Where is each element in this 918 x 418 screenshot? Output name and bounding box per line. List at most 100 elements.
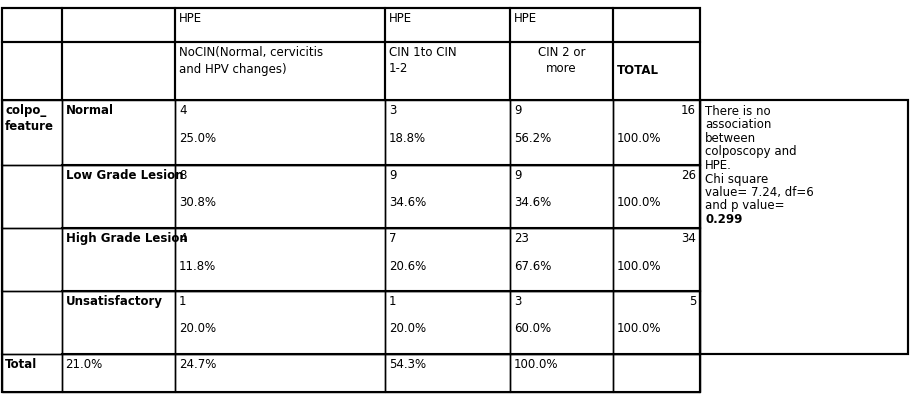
Text: Unsatisfactory: Unsatisfactory: [66, 295, 163, 308]
Text: 100.0%: 100.0%: [617, 133, 662, 145]
Bar: [613, 8, 700, 42]
Bar: [510, 165, 613, 228]
Text: Chi square: Chi square: [705, 173, 768, 186]
Bar: [700, 100, 908, 354]
Bar: [175, 165, 385, 228]
Bar: [613, 42, 700, 100]
Text: HPE.: HPE.: [705, 159, 732, 172]
Bar: [700, 100, 908, 354]
Text: 8: 8: [179, 169, 186, 182]
Bar: [613, 354, 700, 392]
Text: 100.0%: 100.0%: [617, 323, 662, 336]
Text: CIN 2 or
more: CIN 2 or more: [538, 46, 586, 76]
Text: 1: 1: [179, 295, 186, 308]
Text: and p value=: and p value=: [705, 199, 785, 212]
Bar: [62, 8, 175, 42]
Text: 3: 3: [514, 295, 521, 308]
Bar: [62, 165, 175, 228]
Bar: [613, 291, 700, 354]
Bar: [510, 291, 613, 354]
Text: 20.0%: 20.0%: [389, 323, 426, 336]
Bar: [2, 100, 62, 165]
Bar: [510, 354, 613, 392]
Text: 5: 5: [688, 295, 696, 308]
Bar: [510, 228, 613, 291]
Bar: [613, 100, 700, 165]
Bar: [2, 165, 62, 228]
Bar: [2, 228, 62, 291]
Text: colposcopy and: colposcopy and: [705, 145, 797, 158]
Text: Total: Total: [5, 358, 38, 371]
Bar: [385, 8, 510, 42]
Text: Low Grade Lesion: Low Grade Lesion: [66, 169, 184, 182]
Bar: [175, 354, 385, 392]
Text: HPE: HPE: [514, 12, 537, 25]
Text: 34.6%: 34.6%: [514, 196, 551, 209]
Text: HPE: HPE: [179, 12, 202, 25]
Text: 9: 9: [514, 169, 521, 182]
Bar: [510, 100, 613, 165]
Text: colpo_
feature: colpo_ feature: [5, 104, 54, 133]
Text: 9: 9: [514, 104, 521, 117]
Bar: [613, 165, 700, 228]
Text: 26: 26: [681, 169, 696, 182]
Text: 21.0%: 21.0%: [65, 358, 102, 371]
Bar: [175, 8, 385, 42]
Bar: [385, 291, 510, 354]
Bar: [2, 42, 62, 100]
Bar: [2, 291, 62, 354]
Text: 9: 9: [389, 169, 397, 182]
Text: 34: 34: [681, 232, 696, 245]
Text: 4: 4: [179, 232, 186, 245]
Text: 1: 1: [389, 295, 397, 308]
Text: 56.2%: 56.2%: [514, 133, 551, 145]
Bar: [62, 42, 175, 100]
Text: 25.0%: 25.0%: [179, 133, 216, 145]
Bar: [510, 8, 613, 42]
Bar: [175, 291, 385, 354]
Text: 100.0%: 100.0%: [617, 260, 662, 273]
Text: CIN 1to CIN
1-2: CIN 1to CIN 1-2: [389, 46, 456, 76]
Text: association: association: [705, 118, 771, 132]
Bar: [2, 8, 62, 42]
Text: 34.6%: 34.6%: [389, 196, 426, 209]
Text: value= 7.24, df=6: value= 7.24, df=6: [705, 186, 813, 199]
Bar: [613, 228, 700, 291]
Text: 100.0%: 100.0%: [617, 196, 662, 209]
Text: 67.6%: 67.6%: [514, 260, 552, 273]
Bar: [385, 354, 510, 392]
Bar: [175, 100, 385, 165]
Bar: [385, 228, 510, 291]
Text: NoCIN(Normal, cervicitis
and HPV changes): NoCIN(Normal, cervicitis and HPV changes…: [179, 46, 323, 76]
Bar: [175, 42, 385, 100]
Text: Normal: Normal: [66, 104, 114, 117]
Text: 4: 4: [179, 104, 186, 117]
Text: 7: 7: [389, 232, 397, 245]
Text: 20.0%: 20.0%: [179, 323, 216, 336]
Text: 20.6%: 20.6%: [389, 260, 426, 273]
Text: 23: 23: [514, 232, 529, 245]
Text: 30.8%: 30.8%: [179, 196, 216, 209]
Text: 16: 16: [681, 104, 696, 117]
Text: 3: 3: [389, 104, 397, 117]
Text: 60.0%: 60.0%: [514, 323, 551, 336]
Text: between: between: [705, 132, 756, 145]
Text: There is no: There is no: [705, 105, 770, 118]
Bar: [62, 228, 175, 291]
Bar: [385, 42, 510, 100]
Text: TOTAL: TOTAL: [617, 64, 659, 77]
Bar: [510, 42, 613, 100]
Text: High Grade Lesion: High Grade Lesion: [66, 232, 188, 245]
Bar: [385, 100, 510, 165]
Text: 11.8%: 11.8%: [179, 260, 217, 273]
Text: 100.0%: 100.0%: [514, 358, 558, 371]
Text: 18.8%: 18.8%: [389, 133, 426, 145]
Bar: [2, 8, 700, 392]
Bar: [385, 165, 510, 228]
Bar: [62, 291, 175, 354]
Text: 0.299: 0.299: [705, 213, 743, 226]
Bar: [2, 354, 62, 392]
Text: HPE: HPE: [389, 12, 412, 25]
Text: 54.3%: 54.3%: [389, 358, 426, 371]
Bar: [62, 354, 175, 392]
